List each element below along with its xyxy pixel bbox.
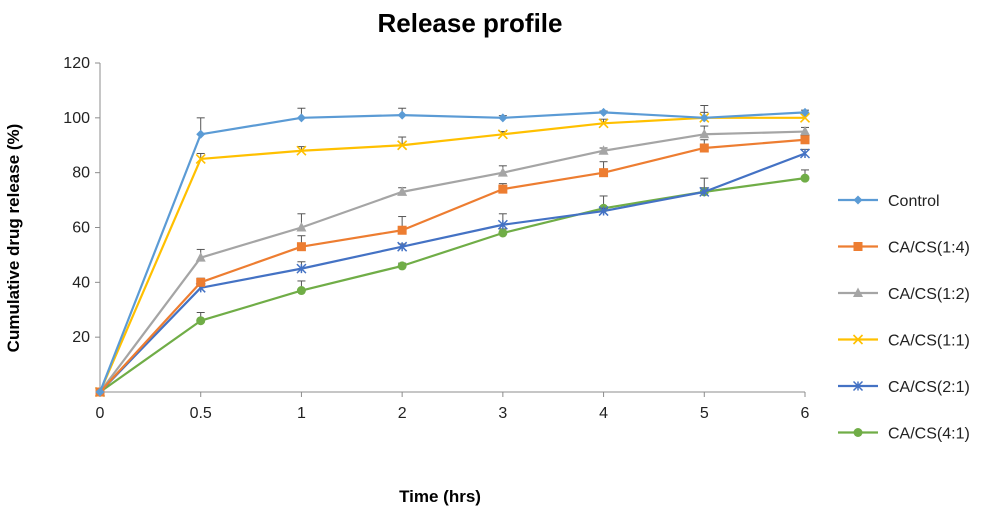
y-tick-label: 100 <box>63 110 90 127</box>
data-point <box>800 107 810 117</box>
data-point <box>397 140 408 151</box>
y-tick-label: 60 <box>72 220 90 237</box>
data-point <box>296 145 307 156</box>
series-line <box>98 111 806 393</box>
legend-item-4: CA/CS(2:1) <box>838 379 970 396</box>
data-point <box>196 316 206 326</box>
legend-label: Control <box>888 193 940 210</box>
series-line <box>98 116 805 393</box>
x-tick-label: 5 <box>700 405 709 422</box>
data-point <box>599 168 609 178</box>
data-point <box>498 113 508 123</box>
data-point <box>397 261 407 271</box>
axes: 20 40 60 80 100 120 0 0.5 1 2 3 4 5 6 <box>63 55 809 422</box>
data-point <box>699 113 709 123</box>
x-tick-label: 6 <box>801 405 810 422</box>
data-point <box>598 206 609 217</box>
series-3 <box>94 111 811 398</box>
legend-label: CA/CS(1:4) <box>888 240 970 257</box>
legend-item-5: CA/CS(4:1) <box>838 426 970 443</box>
series-4 <box>94 148 811 398</box>
legend-item-1: CA/CS(1:4) <box>838 240 970 257</box>
data-point <box>498 228 508 238</box>
series-layer <box>94 104 811 398</box>
data-point <box>800 173 810 183</box>
legend-marker <box>852 334 864 345</box>
series-line <box>99 130 806 393</box>
data-point <box>699 143 709 153</box>
legend-label: CA/CS(1:2) <box>888 286 970 303</box>
data-point <box>799 112 811 123</box>
data-point <box>598 145 609 155</box>
series-1 <box>95 135 810 397</box>
x-tick-label: 0 <box>96 405 105 422</box>
y-tick-label: 20 <box>72 329 90 346</box>
data-point <box>195 252 206 262</box>
x-tick-label: 3 <box>498 405 507 422</box>
data-point <box>397 186 408 196</box>
data-point <box>497 167 508 177</box>
data-point <box>296 286 306 296</box>
chart-title: Release profile <box>378 8 563 38</box>
legend: Control CA/CS(1:4) CA/CS(1:2) CA/CS(1:1) CA/… <box>838 193 970 443</box>
data-point <box>699 128 710 139</box>
legend-marker <box>853 242 863 251</box>
data-point <box>497 129 508 140</box>
data-point <box>800 135 810 145</box>
legend-item-0: Control <box>838 193 940 210</box>
data-point <box>196 129 206 139</box>
data-point <box>599 107 609 117</box>
x-tick-label: 4 <box>599 405 608 422</box>
data-point <box>95 387 105 397</box>
data-point <box>497 219 508 230</box>
data-point <box>800 126 810 136</box>
legend-label: CA/CS(2:1) <box>888 379 970 396</box>
legend-marker <box>853 287 863 297</box>
data-point <box>699 186 710 197</box>
legend-label: CA/CS(1:1) <box>888 333 970 350</box>
y-tick-label: 120 <box>63 55 90 72</box>
legend-item-3: CA/CS(1:1) <box>838 333 970 350</box>
legend-marker <box>853 195 863 205</box>
series-0 <box>95 104 810 397</box>
data-point <box>397 225 407 235</box>
y-axis-title: Cumulative drug release (%) <box>4 124 23 353</box>
legend-item-2: CA/CS(1:2) <box>838 286 970 303</box>
data-point <box>296 263 307 274</box>
y-tick-label: 40 <box>72 274 90 291</box>
data-point <box>296 222 307 232</box>
legend-marker <box>852 380 864 392</box>
series-line <box>99 138 806 393</box>
data-point <box>195 153 206 165</box>
x-tick-label: 0.5 <box>190 405 212 422</box>
x-axis-title: Time (hrs) <box>399 487 481 506</box>
y-tick-label: 80 <box>72 165 90 182</box>
data-point <box>498 184 508 194</box>
x-tick-label: 2 <box>398 405 407 422</box>
data-point <box>397 241 408 252</box>
data-point <box>598 118 609 129</box>
series-line <box>99 152 806 393</box>
x-tick-label: 1 <box>297 405 306 422</box>
series-2 <box>95 125 810 396</box>
data-point <box>196 277 206 287</box>
legend-label: CA/CS(4:1) <box>888 426 970 443</box>
data-point <box>296 242 306 252</box>
legend-marker <box>853 428 863 437</box>
data-point <box>397 110 407 120</box>
data-point <box>799 148 811 159</box>
data-point <box>296 113 306 123</box>
